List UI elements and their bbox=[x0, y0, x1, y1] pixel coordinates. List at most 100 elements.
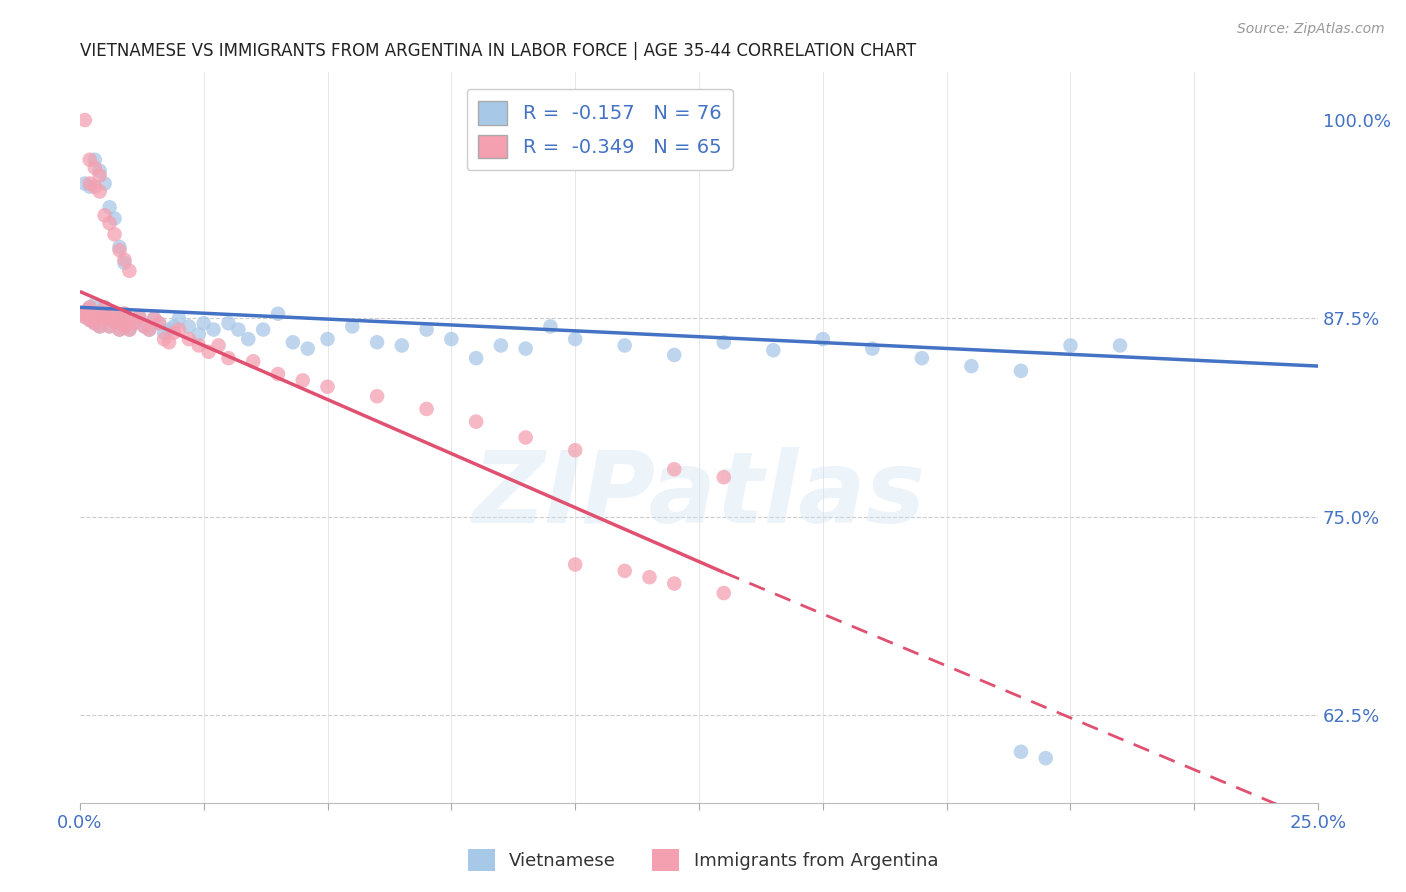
Point bbox=[138, 322, 160, 336]
Point bbox=[93, 307, 115, 321]
Point bbox=[538, 319, 561, 334]
Point bbox=[177, 332, 200, 346]
Point bbox=[103, 227, 125, 242]
Point bbox=[89, 310, 111, 324]
Point bbox=[108, 322, 131, 336]
Point bbox=[114, 319, 136, 334]
Point bbox=[128, 310, 150, 324]
Point bbox=[167, 311, 190, 326]
Point bbox=[114, 252, 136, 267]
Point bbox=[83, 316, 105, 330]
Point bbox=[713, 470, 735, 484]
Point bbox=[960, 359, 983, 373]
Point bbox=[138, 322, 160, 336]
Point bbox=[79, 313, 101, 327]
Point bbox=[153, 332, 176, 346]
Point bbox=[664, 462, 686, 476]
Point bbox=[197, 344, 219, 359]
Point bbox=[148, 316, 170, 330]
Point bbox=[860, 342, 883, 356]
Point bbox=[342, 319, 364, 334]
Point bbox=[613, 564, 636, 578]
Point bbox=[564, 332, 586, 346]
Point bbox=[217, 351, 239, 366]
Point bbox=[83, 153, 105, 167]
Point bbox=[79, 301, 101, 315]
Point bbox=[108, 311, 131, 326]
Point bbox=[128, 310, 150, 324]
Point bbox=[79, 177, 101, 191]
Point bbox=[291, 373, 314, 387]
Point bbox=[1010, 745, 1032, 759]
Point bbox=[267, 307, 290, 321]
Point bbox=[124, 316, 146, 330]
Point bbox=[118, 322, 141, 336]
Point bbox=[187, 338, 209, 352]
Point bbox=[440, 332, 463, 346]
Point bbox=[79, 179, 101, 194]
Point bbox=[93, 208, 115, 222]
Point bbox=[103, 315, 125, 329]
Point bbox=[118, 264, 141, 278]
Point bbox=[316, 332, 339, 346]
Point bbox=[73, 310, 96, 324]
Point bbox=[79, 313, 101, 327]
Point bbox=[98, 319, 121, 334]
Point bbox=[415, 322, 437, 336]
Point bbox=[76, 303, 98, 318]
Point bbox=[73, 113, 96, 128]
Point bbox=[202, 322, 225, 336]
Point bbox=[108, 244, 131, 258]
Point bbox=[124, 316, 146, 330]
Point bbox=[103, 307, 125, 321]
Point bbox=[228, 322, 250, 336]
Point bbox=[93, 301, 115, 315]
Point bbox=[1035, 751, 1057, 765]
Point bbox=[713, 586, 735, 600]
Point bbox=[911, 351, 934, 366]
Point bbox=[193, 316, 215, 330]
Point bbox=[79, 301, 101, 315]
Text: VIETNAMESE VS IMMIGRANTS FROM ARGENTINA IN LABOR FORCE | AGE 35-44 CORRELATION C: VIETNAMESE VS IMMIGRANTS FROM ARGENTINA … bbox=[80, 42, 917, 60]
Point bbox=[811, 332, 834, 346]
Point bbox=[108, 311, 131, 326]
Point bbox=[465, 415, 488, 429]
Point bbox=[1010, 364, 1032, 378]
Point bbox=[207, 338, 229, 352]
Point bbox=[1059, 338, 1081, 352]
Point bbox=[114, 307, 136, 321]
Point bbox=[89, 310, 111, 324]
Point bbox=[157, 335, 180, 350]
Point bbox=[83, 297, 105, 311]
Point bbox=[89, 319, 111, 334]
Point bbox=[83, 316, 105, 330]
Point bbox=[564, 558, 586, 572]
Point bbox=[297, 342, 319, 356]
Point bbox=[143, 311, 166, 326]
Point bbox=[391, 338, 413, 352]
Point bbox=[415, 401, 437, 416]
Point bbox=[83, 307, 105, 321]
Point bbox=[316, 380, 339, 394]
Point bbox=[252, 322, 274, 336]
Point bbox=[89, 185, 111, 199]
Point bbox=[187, 327, 209, 342]
Point bbox=[103, 307, 125, 321]
Point bbox=[72, 307, 94, 321]
Point bbox=[148, 316, 170, 330]
Point bbox=[83, 179, 105, 194]
Point bbox=[108, 240, 131, 254]
Text: ZIPatlas: ZIPatlas bbox=[472, 448, 925, 544]
Point bbox=[713, 335, 735, 350]
Text: Source: ZipAtlas.com: Source: ZipAtlas.com bbox=[1237, 22, 1385, 37]
Point bbox=[638, 570, 661, 584]
Point bbox=[163, 319, 186, 334]
Point bbox=[89, 169, 111, 183]
Point bbox=[267, 367, 290, 381]
Point bbox=[98, 200, 121, 214]
Point bbox=[89, 319, 111, 334]
Point bbox=[664, 348, 686, 362]
Point bbox=[366, 389, 388, 403]
Point bbox=[73, 177, 96, 191]
Point bbox=[143, 311, 166, 326]
